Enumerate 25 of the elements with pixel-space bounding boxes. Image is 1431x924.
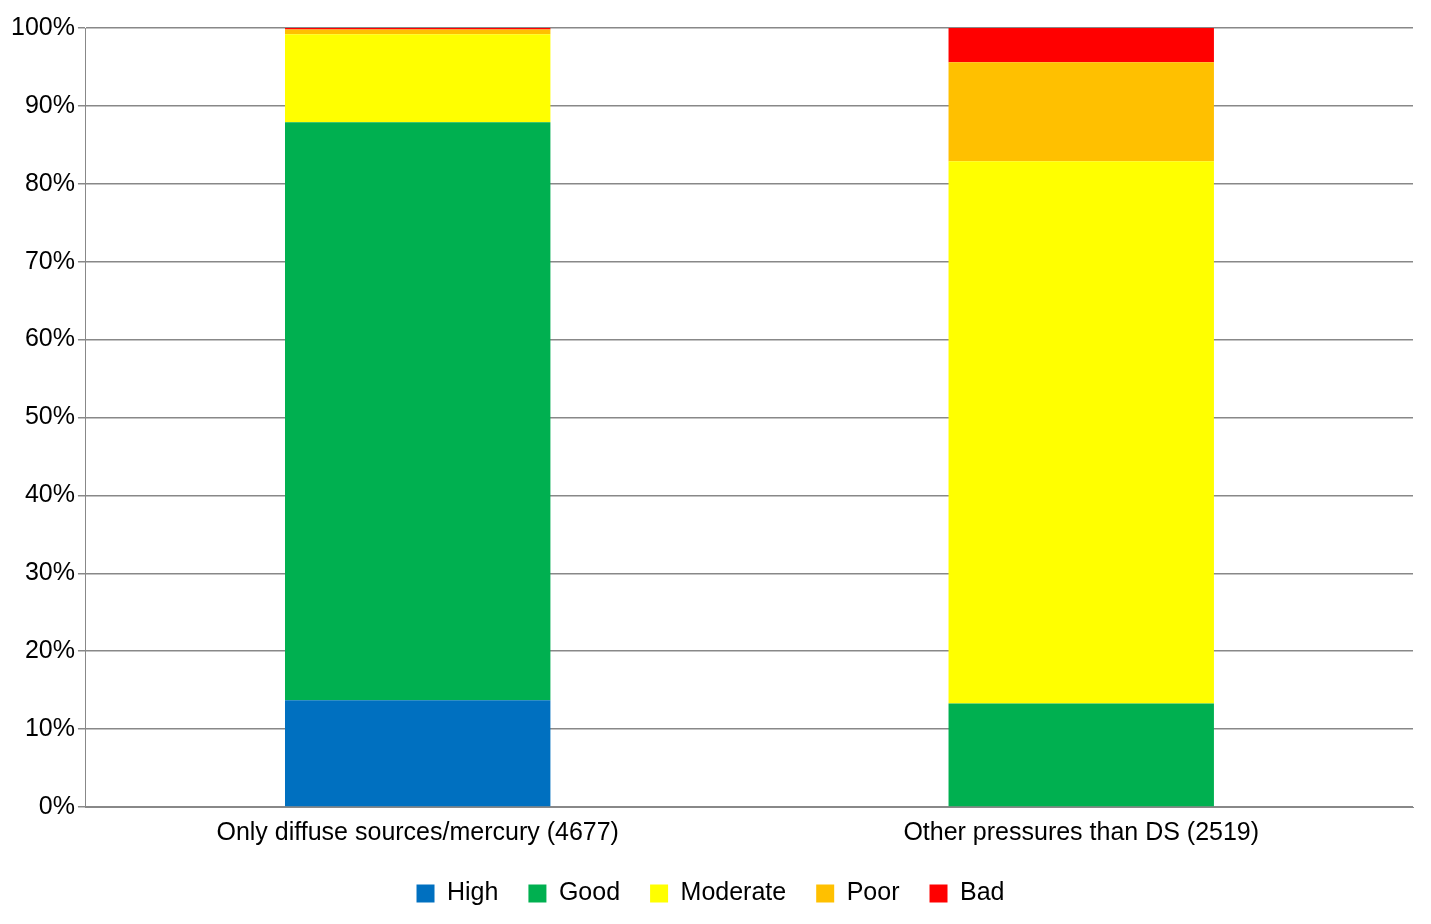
bar xyxy=(948,62,1214,162)
bar xyxy=(948,161,1214,704)
y-tick-label: 100% xyxy=(10,11,75,40)
bar xyxy=(948,28,1214,63)
y-tick-label: 80% xyxy=(24,167,75,196)
y-tick-label: 40% xyxy=(24,479,75,508)
legend-label: Poor xyxy=(846,877,900,906)
legend-label: Moderate xyxy=(680,877,787,906)
legend-label: High xyxy=(447,877,499,906)
bar xyxy=(285,122,551,701)
y-tick-label: 70% xyxy=(24,245,75,274)
x-tick-label: Only diffuse sources/mercury (4677) xyxy=(216,816,619,845)
y-tick-label: 0% xyxy=(38,790,75,819)
y-tick-label: 60% xyxy=(24,323,75,352)
y-tick-label: 10% xyxy=(24,712,75,741)
bar xyxy=(948,703,1214,807)
y-tick-label: 30% xyxy=(24,557,75,586)
bar xyxy=(285,700,551,807)
bar xyxy=(285,34,551,123)
y-tick-label: 20% xyxy=(24,635,75,664)
x-tick-label: Other pressures than DS (2519) xyxy=(903,816,1260,845)
legend-label: Bad xyxy=(960,877,1005,906)
y-tick-label: 50% xyxy=(24,401,75,430)
y-tick-label: 90% xyxy=(24,89,75,118)
legend-label: Good xyxy=(558,877,621,906)
